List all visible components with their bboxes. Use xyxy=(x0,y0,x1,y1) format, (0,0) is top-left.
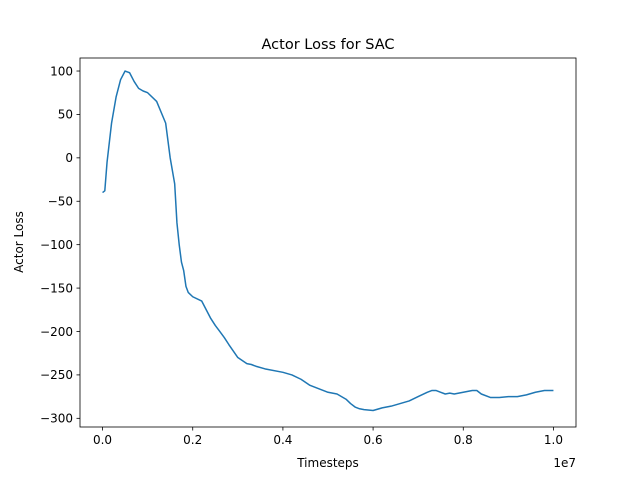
y-tick-label: −100 xyxy=(40,238,73,252)
series-line-0 xyxy=(102,70,554,412)
x-axis-label: Timesteps xyxy=(296,456,359,470)
x-tick-label: 1.0 xyxy=(544,433,563,447)
y-tick-label: −300 xyxy=(40,412,73,426)
y-tick-label: −150 xyxy=(40,281,73,295)
y-tick-label: 50 xyxy=(58,108,73,122)
chart-title: Actor Loss for SAC xyxy=(262,37,395,53)
y-axis-ticks: 100 50 0 −50 −100 −150 −200 −250 −300 xyxy=(40,64,80,426)
x-axis-ticks: 0.0 0.2 0.4 0.6 0.8 1.0 xyxy=(93,427,563,447)
x-tick-label: 0.0 xyxy=(93,433,112,447)
x-tick-label: 0.4 xyxy=(273,433,292,447)
plot-line-layer xyxy=(102,70,554,412)
y-axis-label: Actor Loss xyxy=(12,211,26,273)
x-tick-label: 0.6 xyxy=(364,433,383,447)
y-tick-label: 0 xyxy=(65,151,73,165)
x-tick-label: 0.8 xyxy=(454,433,473,447)
y-tick-label: −200 xyxy=(40,325,73,339)
y-tick-label: 100 xyxy=(50,64,73,78)
y-tick-label: −250 xyxy=(40,368,73,382)
x-tick-label: 0.2 xyxy=(183,433,202,447)
y-tick-label: −50 xyxy=(48,195,73,209)
plot-frame xyxy=(79,57,577,428)
x-axis-offset-text: 1e7 xyxy=(553,456,576,470)
